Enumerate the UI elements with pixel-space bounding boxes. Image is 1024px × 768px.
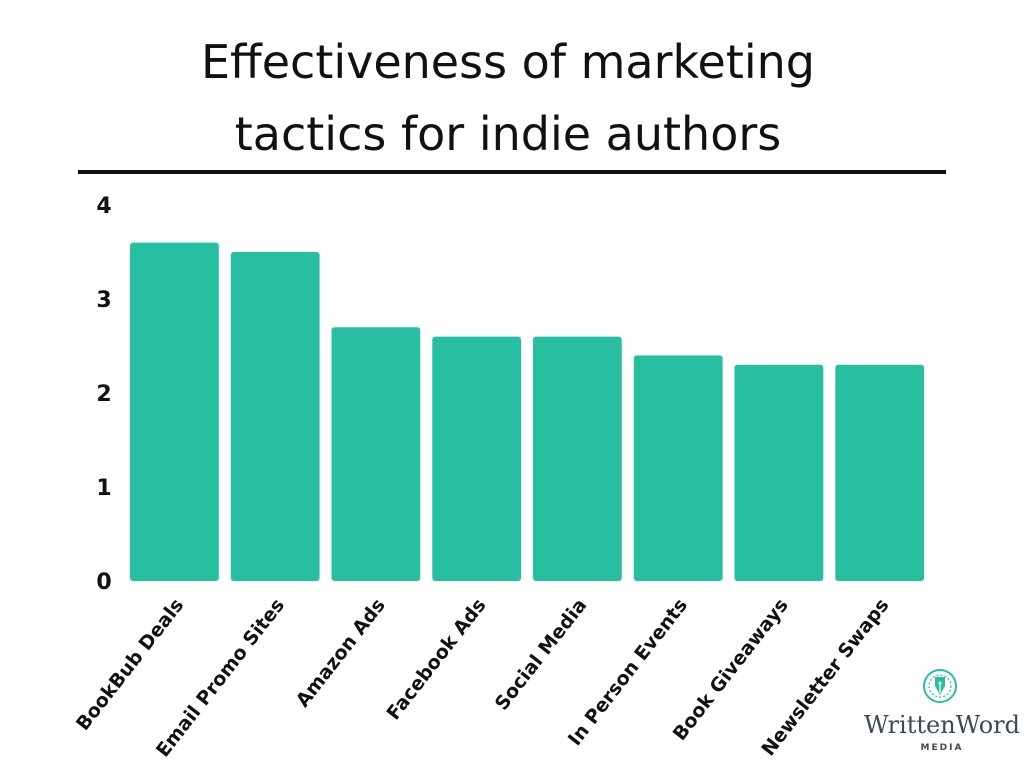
brand-logo: WrittenWord MEDIA xyxy=(864,669,1020,753)
bar xyxy=(633,355,723,581)
bar xyxy=(835,364,925,581)
chart-title-line-2: tactics for indie authors xyxy=(235,107,781,161)
y-axis-ticks: 0 1 2 3 4 xyxy=(96,194,111,595)
category-label: Book Giveaways xyxy=(669,595,793,745)
brand-sub: MEDIA xyxy=(921,743,964,753)
bar xyxy=(230,252,320,581)
brand-name: WrittenWord xyxy=(864,711,1020,739)
bars xyxy=(130,242,925,581)
bar xyxy=(432,336,522,581)
y-tick-label: 4 xyxy=(96,194,111,219)
bar xyxy=(130,242,219,581)
chart-title-line-1: Effectiveness of marketing xyxy=(201,35,815,89)
category-label: Amazon Ads xyxy=(292,595,390,712)
category-label: Facebook Ads xyxy=(382,595,490,725)
bar xyxy=(533,336,622,581)
pen-nib-icon xyxy=(923,669,957,703)
y-tick-label: 3 xyxy=(96,288,111,313)
category-label: Social Media xyxy=(491,595,592,715)
y-tick-label: 2 xyxy=(96,382,111,407)
bar xyxy=(734,364,824,581)
y-tick-label: 1 xyxy=(96,476,111,501)
y-tick-label: 0 xyxy=(96,570,111,595)
chart-title: Effectiveness of marketing tactics for i… xyxy=(201,35,815,161)
category-label: BookBub Deals xyxy=(72,595,188,735)
bar xyxy=(331,327,421,581)
